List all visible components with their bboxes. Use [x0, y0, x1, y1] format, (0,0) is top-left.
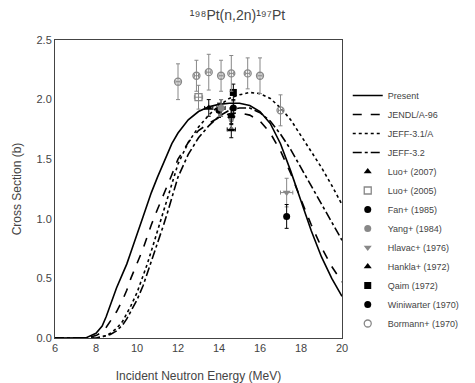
svg-text:16: 16: [254, 342, 266, 354]
svg-text:Bormann+ (1970): Bormann+ (1970): [388, 319, 458, 329]
svg-text:2.0: 2.0: [37, 93, 52, 105]
svg-text:Incident Neutron Energy (MeV): Incident Neutron Energy (MeV): [116, 369, 281, 383]
svg-text:Winiwarter (1970): Winiwarter (1970): [388, 300, 459, 310]
svg-text:JEFF-3.2: JEFF-3.2: [388, 148, 425, 158]
svg-text:Hankla+ (1972): Hankla+ (1972): [388, 262, 450, 272]
svg-text:Qaim (1972): Qaim (1972): [388, 281, 438, 291]
svg-text:Cross Section (b): Cross Section (b): [10, 143, 24, 236]
svg-text:Luo+ (2007): Luo+ (2007): [388, 167, 437, 177]
svg-text:Fan+ (1985): Fan+ (1985): [388, 205, 437, 215]
svg-text:JEFF-3.1/A: JEFF-3.1/A: [388, 129, 434, 139]
svg-text:10: 10: [131, 342, 143, 354]
svg-text:¹⁹⁸Pt(n,2n)¹⁹⁷Pt: ¹⁹⁸Pt(n,2n)¹⁹⁷Pt: [190, 7, 285, 23]
svg-text:1.0: 1.0: [37, 213, 52, 225]
svg-text:Present: Present: [388, 91, 420, 101]
svg-text:0.5: 0.5: [37, 272, 52, 284]
svg-text:Yang+ (1984): Yang+ (1984): [388, 224, 442, 234]
svg-text:18: 18: [295, 342, 307, 354]
svg-text:2.5: 2.5: [37, 34, 52, 46]
svg-text:6: 6: [52, 342, 58, 354]
svg-text:1.5: 1.5: [37, 153, 52, 165]
svg-text:0.0: 0.0: [37, 332, 52, 344]
svg-text:8: 8: [93, 342, 99, 354]
svg-text:Hlavac+ (1976): Hlavac+ (1976): [388, 243, 449, 253]
svg-text:Luo+ (2005): Luo+ (2005): [388, 186, 437, 196]
svg-text:JENDL/A-96: JENDL/A-96: [388, 110, 438, 120]
svg-text:12: 12: [172, 342, 184, 354]
svg-text:20: 20: [336, 342, 348, 354]
svg-text:14: 14: [213, 342, 225, 354]
